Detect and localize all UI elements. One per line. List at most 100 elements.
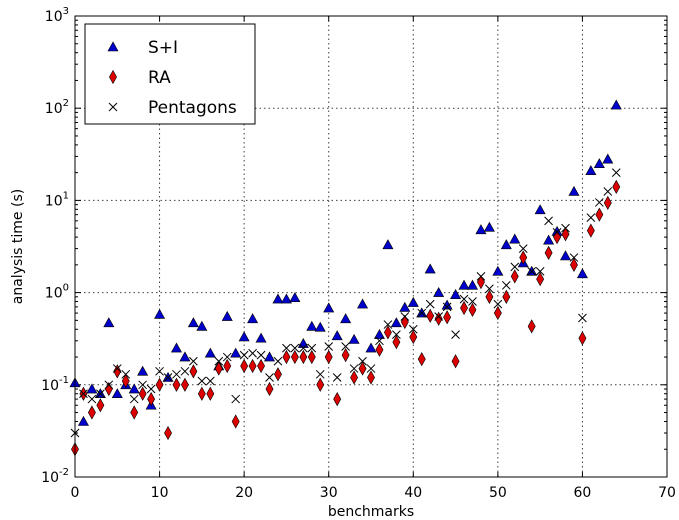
data-point	[180, 377, 189, 392]
y-tick-label: 100	[45, 283, 69, 302]
data-point	[265, 373, 274, 382]
data-point	[552, 228, 562, 237]
data-point	[214, 361, 223, 376]
data-point	[576, 268, 588, 279]
data-point	[459, 294, 469, 304]
data-point	[560, 250, 572, 261]
data-point	[86, 383, 98, 394]
data-point	[365, 342, 377, 353]
data-point	[358, 356, 367, 366]
data-point	[400, 314, 409, 330]
data-point	[189, 356, 198, 366]
data-point	[240, 358, 249, 374]
data-point	[399, 301, 411, 312]
data-point	[603, 195, 612, 210]
data-point	[96, 389, 105, 399]
data-point	[502, 289, 511, 304]
data-point	[324, 342, 334, 351]
data-point	[274, 367, 282, 382]
data-point	[306, 320, 318, 331]
x-tick-label: 40	[404, 485, 422, 501]
legend: S+I RA Pentagons	[84, 23, 256, 125]
data-point	[248, 358, 257, 374]
data-point	[409, 329, 418, 345]
data-point	[493, 299, 503, 309]
data-point	[112, 364, 122, 373]
series-s-i	[69, 99, 622, 426]
data-point	[138, 380, 148, 390]
data-point	[247, 313, 259, 324]
data-point	[128, 383, 140, 394]
data-point	[383, 320, 393, 329]
data-point	[256, 350, 266, 360]
data-point	[87, 405, 96, 420]
data-point	[610, 99, 622, 110]
data-point	[527, 319, 536, 334]
data-point	[568, 185, 580, 196]
data-point	[569, 253, 579, 262]
data-point	[298, 343, 308, 353]
data-point	[466, 279, 478, 290]
data-point	[611, 168, 621, 177]
data-point	[441, 299, 453, 310]
data-point	[458, 279, 470, 290]
data-point	[392, 330, 401, 339]
data-point	[331, 330, 343, 341]
data-point	[612, 179, 621, 195]
x-axis-ticks: 0 10 20 30 40 50 60 70	[71, 16, 676, 501]
data-point	[289, 292, 301, 303]
data-point	[196, 320, 208, 331]
data-point	[332, 373, 342, 382]
x-tick-label: 60	[574, 485, 592, 501]
data-points	[69, 99, 622, 457]
data-point	[434, 311, 443, 326]
data-point	[425, 299, 435, 309]
data-point	[333, 391, 342, 407]
data-point	[231, 414, 240, 429]
data-point	[104, 380, 114, 390]
data-point	[146, 384, 156, 394]
data-point	[238, 331, 250, 342]
data-point	[348, 333, 360, 344]
data-point	[493, 305, 502, 321]
y-tick-label: 101	[45, 190, 69, 209]
data-point	[103, 317, 115, 328]
data-point	[179, 351, 191, 362]
data-point	[510, 262, 520, 272]
y-tick-label: 10-2	[41, 467, 69, 486]
data-point	[307, 343, 317, 353]
x-tick-label: 0	[71, 485, 80, 501]
data-point	[197, 376, 207, 386]
data-point	[172, 369, 181, 379]
data-point	[424, 263, 436, 274]
data-point	[111, 388, 123, 399]
data-point	[163, 373, 173, 382]
data-point	[290, 349, 299, 365]
data-point	[602, 153, 614, 164]
data-point	[180, 366, 190, 376]
data-point	[87, 394, 97, 404]
data-point	[373, 329, 385, 339]
data-point	[357, 298, 369, 309]
data-point	[519, 250, 528, 265]
data-point	[543, 234, 555, 245]
y-tick-label: 103	[45, 6, 69, 25]
data-point	[314, 321, 326, 332]
data-point	[561, 227, 570, 242]
data-point	[172, 377, 181, 392]
data-point	[79, 389, 88, 399]
series-pentagons	[70, 168, 621, 438]
data-point	[230, 347, 242, 358]
data-point	[280, 293, 292, 304]
data-point	[442, 302, 452, 312]
data-point	[382, 239, 394, 250]
data-point	[214, 356, 224, 366]
data-point	[390, 317, 402, 328]
data-point	[527, 266, 537, 276]
data-point	[595, 207, 604, 222]
data-point	[510, 269, 519, 284]
legend-marker	[107, 41, 119, 52]
data-point	[282, 343, 291, 353]
data-point	[257, 358, 266, 374]
